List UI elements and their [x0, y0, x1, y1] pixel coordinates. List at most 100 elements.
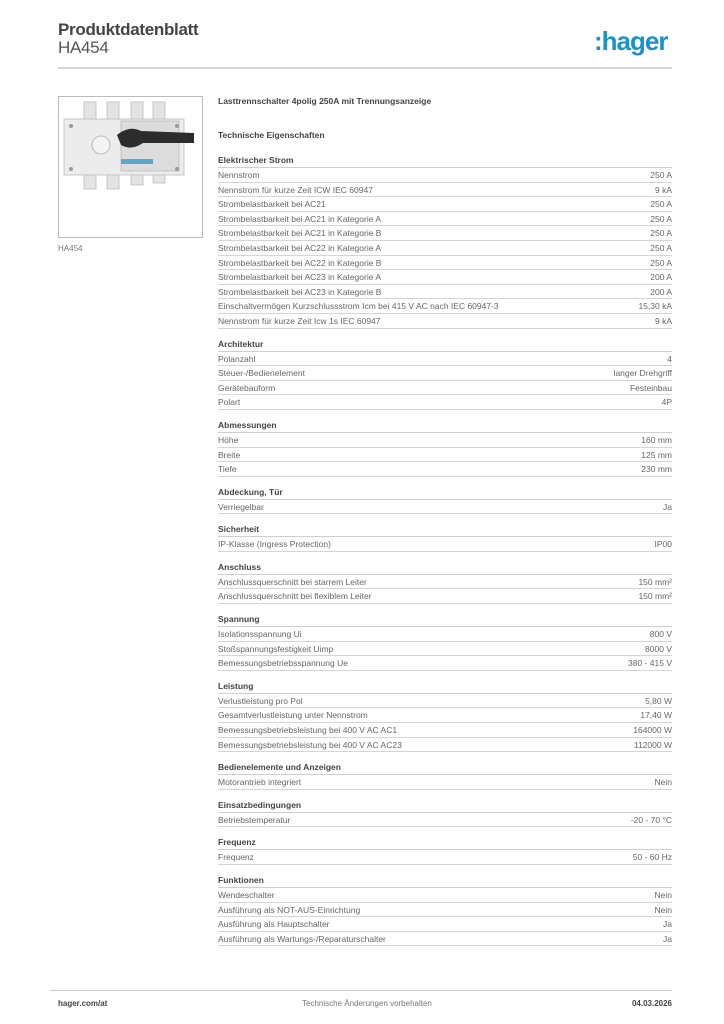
spec-value: 125 mm — [641, 449, 672, 460]
spec-label: IP-Klasse (Ingress Protection) — [218, 539, 331, 550]
spec-value: 15,30 kA — [638, 301, 672, 312]
hager-logo: :hager — [594, 26, 668, 56]
spec-section: Architektur Polanzahl 4 Steuer-/Bedieneleme… — [218, 338, 672, 410]
spec-content: Lasttrennschalter 4polig 250A mit Trennu… — [218, 96, 672, 947]
section-title: Spannung — [218, 613, 672, 628]
spec-row: Einschaltvermögen Kurzschlussstrom Icm b… — [218, 299, 672, 314]
spec-row: Anschlussquerschnitt bei starrem Leiter 1… — [218, 575, 672, 590]
spec-value: -20 - 70 °C — [630, 814, 672, 825]
spec-value: 200 A — [650, 286, 672, 297]
spec-row: Höhe 160 mm — [218, 433, 672, 448]
section-title: Sicherheit — [218, 523, 672, 538]
spec-value: 250 A — [650, 213, 672, 224]
footer-disclaimer: Technische Änderungen vorbehalten — [302, 999, 432, 1008]
spec-label: Wendeschalter — [218, 890, 275, 900]
spec-label: Betriebstemperatur — [218, 814, 291, 825]
spec-label: Tiefe — [218, 464, 237, 475]
spec-row: Strombelastbarkeit bei AC22 in Kategorie… — [218, 241, 672, 256]
spec-label: Stoßspannungsfestigkeit Uimp — [218, 643, 334, 654]
spec-label: Breite — [218, 449, 241, 460]
section-title: Anschluss — [218, 561, 672, 575]
section-title: Abdeckung, Tür — [218, 486, 672, 500]
spec-row: Isolationsspannung Ui 800 V — [218, 627, 672, 642]
spec-label: Höhe — [218, 434, 239, 445]
spec-row: Nennstrom für kurze Zeit ICW IEC 60947 9 … — [218, 183, 672, 198]
spec-label: Steuer-/Bedienelement — [218, 368, 305, 379]
spec-row: Nennstrom 250 A — [218, 168, 672, 183]
spec-label: Isolationsspannung Ui — [218, 629, 302, 640]
section-title: Bedienelemente und Anzeigen — [218, 761, 672, 776]
spec-row: Gesamtverlustleistung unter Nennstrom 17,… — [218, 708, 672, 724]
spec-row: Ausführung als NOT-AUS-Einrichtung Nein — [218, 903, 672, 918]
spec-value: 5,80 W — [645, 695, 672, 706]
spec-row: Strombelastbarkeit bei AC22 in Kategorie… — [218, 256, 672, 271]
spec-label: Strombelastbarkeit bei AC21 — [218, 199, 326, 210]
spec-row: Frequenz 50 - 60 Hz — [218, 850, 672, 865]
spec-label: Nennstrom für kurze Zeit ICW IEC 60947 — [218, 184, 373, 195]
spec-label: Frequenz — [218, 852, 254, 863]
spec-value: 9 kA — [654, 315, 672, 326]
spec-row: Anschlussquerschnitt bei flexiblem Leite… — [218, 589, 672, 605]
spec-label: Ausführung als Wartungs-/Reparaturschalt… — [218, 933, 386, 944]
footer-divider — [50, 990, 672, 991]
spec-section: Elektrischer Strom Nennstrom 250 A Nennstro… — [218, 154, 672, 329]
footer-website[interactable]: hager.com/at — [58, 999, 108, 1008]
spec-row: Polart 4P — [218, 395, 672, 410]
spec-value: 160 mm — [641, 434, 672, 445]
spec-value: 250 A — [650, 242, 672, 253]
spec-value: Ja — [663, 933, 672, 944]
spec-value: Ja — [663, 501, 672, 512]
spec-value: 250 A — [650, 199, 672, 210]
spec-row: Gerätebauform Festeinbau — [218, 381, 672, 396]
tech-properties-heading: Technische Eigenschaften — [218, 130, 325, 140]
spec-value: 200 A — [650, 272, 672, 283]
spec-value: Festeinbau — [629, 382, 672, 393]
document-title: Produktdatenblatt — [58, 20, 199, 39]
spec-row: Strombelastbarkeit bei AC21 in Kategorie… — [218, 212, 672, 227]
spec-row: Steuer-/Bedienelement langer Drehgriff — [218, 366, 672, 381]
spec-label: Strombelastbarkeit bei AC22 in Kategorie… — [218, 257, 382, 268]
spec-sections: Elektrischer Strom Nennstrom 250 A Nennstro… — [218, 154, 672, 947]
spec-label: Anschlussquerschnitt bei flexiblem Leite… — [218, 591, 372, 602]
spec-value: Nein — [654, 890, 672, 900]
spec-value: 8000 V — [645, 643, 672, 654]
spec-label: Strombelastbarkeit bei AC23 in Kategorie… — [218, 286, 382, 297]
spec-value: Ja — [663, 919, 672, 930]
spec-value: langer Drehgriff — [613, 368, 672, 379]
spec-row: Nennstrom für kurze Zeit Icw 1s IEC 6094… — [218, 314, 672, 329]
header-divider — [58, 67, 672, 69]
spec-value: 380 - 415 V — [628, 658, 672, 669]
spec-label: Nennstrom — [218, 170, 260, 180]
spec-row: Tiefe 230 mm — [218, 462, 672, 477]
spec-row: Bemessungsbetriebsleistung bei 400 V AC … — [218, 723, 672, 738]
spec-row: Polanzahl 4 — [218, 352, 672, 367]
spec-row: Bemessungsbetriebsleistung bei 400 V AC … — [218, 738, 672, 753]
spec-row: Verriegelbar Ja — [218, 500, 672, 515]
spec-row: Bemessungsbetriebsspannung Ue 380 - 415 V — [218, 656, 672, 671]
section-title: Architektur — [218, 338, 672, 352]
section-title: Leistung — [218, 680, 672, 694]
spec-section: Einsatzbedingungen Betriebstemperatur -20 … — [218, 799, 672, 828]
spec-row: IP-Klasse (Ingress Protection) IP00 — [218, 537, 672, 552]
spec-row: Breite 125 mm — [218, 448, 672, 463]
spec-value: 800 V — [649, 629, 672, 640]
section-title: Frequenz — [218, 836, 672, 851]
spec-section: Funktionen Wendeschalter Nein Ausführung al… — [218, 874, 672, 947]
spec-value: 4P — [661, 397, 672, 408]
spec-label: Polart — [218, 397, 241, 408]
spec-label: Bemessungsbetriebsleistung bei 400 V AC … — [218, 739, 402, 750]
spec-section: Bedienelemente und Anzeigen Motorantrieb … — [218, 761, 672, 790]
spec-value: 250 A — [650, 257, 672, 268]
section-title: Elektrischer Strom — [218, 154, 672, 168]
spec-section: Abdeckung, Tür Verriegelbar Ja — [218, 486, 672, 515]
footer-date: 04.03.2026 — [631, 999, 672, 1008]
spec-label: Einschaltvermögen Kurzschlussstrom Icm b… — [218, 301, 499, 312]
spec-row: Verlustleistung pro Pol 5,80 W — [218, 694, 672, 709]
spec-label: Anschlussquerschnitt bei starrem Leiter — [218, 576, 367, 587]
spec-value: 150 mm² — [638, 576, 672, 587]
spec-row: Strombelastbarkeit bei AC23 in Kategorie… — [218, 270, 672, 285]
spec-value: 4 — [667, 353, 672, 364]
spec-row: Motorantrieb integriert Nein — [218, 775, 672, 790]
spec-value: 112000 W — [633, 739, 672, 750]
product-code: HA454 — [58, 38, 109, 57]
